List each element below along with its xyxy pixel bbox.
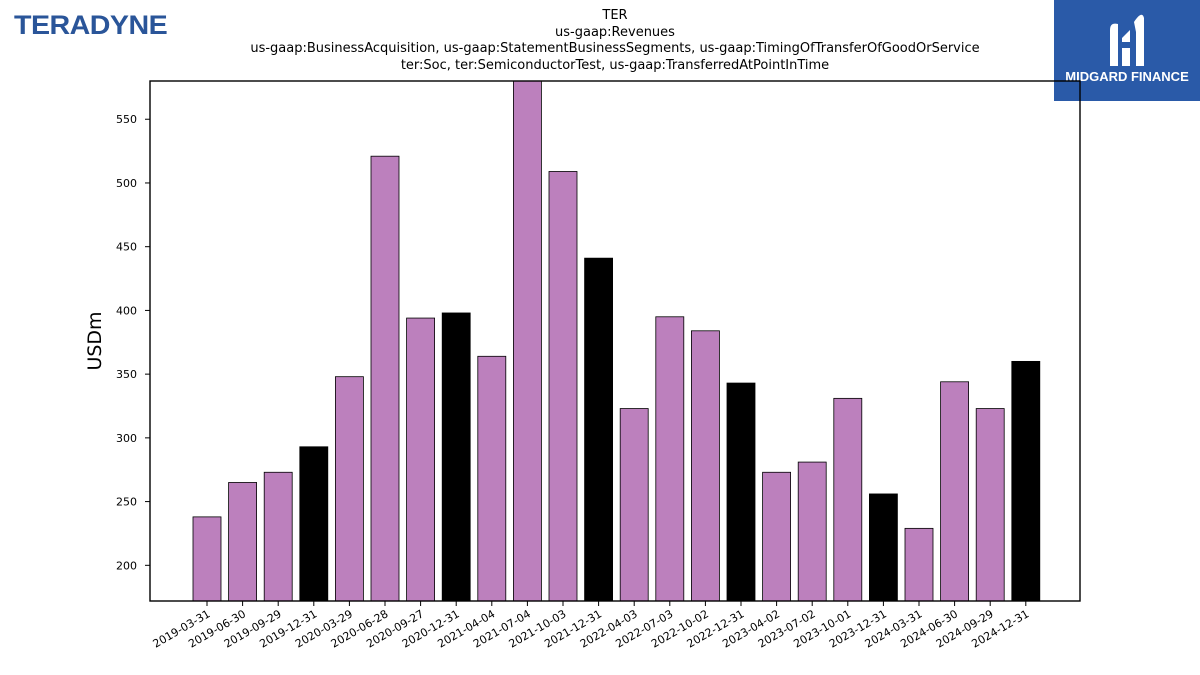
y-axis-label: USDm bbox=[84, 311, 106, 370]
y-tick-label: 250 bbox=[116, 496, 137, 509]
bar-2020-09-27 bbox=[406, 317, 436, 602]
bar-2019-12-31 bbox=[299, 446, 329, 602]
bar-2024-06-30 bbox=[940, 381, 969, 602]
y-tick-label: 200 bbox=[116, 559, 137, 572]
chart-title-line: ter:Soc, ter:SemiconductorTest, us-gaap:… bbox=[400, 57, 830, 73]
bar-2022-07-03 bbox=[655, 316, 685, 602]
y-tick-label: 550 bbox=[116, 113, 137, 126]
y-axis: 200 250 300 350 400 450 500 550 bbox=[116, 113, 150, 572]
bars-group bbox=[192, 80, 1041, 602]
bar-2023-10-01 bbox=[833, 397, 863, 602]
chart-title-line: us-gaap:BusinessAcquisition, us-gaap:Sta… bbox=[250, 41, 980, 56]
midgard-logo-text: MIDGARD FINANCE bbox=[1065, 69, 1189, 84]
bar-2021-12-31 bbox=[584, 257, 613, 602]
bar-2021-04-04 bbox=[477, 355, 507, 602]
chart-title: TER us-gaap:Revenues us-gaap:BusinessAcq… bbox=[150, 8, 1080, 74]
bar-2019-06-30 bbox=[228, 482, 258, 602]
bar-2023-04-02 bbox=[762, 471, 791, 602]
chart-title-line: TER bbox=[602, 8, 628, 23]
y-tick-label: 300 bbox=[116, 432, 137, 445]
bar-2023-07-02 bbox=[797, 461, 827, 602]
y-tick-label: 400 bbox=[116, 304, 137, 317]
bar-2020-12-31 bbox=[441, 312, 471, 602]
bar-2022-10-02 bbox=[691, 330, 720, 602]
y-tick-label: 350 bbox=[116, 368, 137, 381]
x-axis: 2019-03-312019-06-302019-09-292019-12-31… bbox=[151, 601, 1031, 651]
bar-2020-06-28 bbox=[370, 155, 400, 602]
chart-title-line: us-gaap:Revenues bbox=[555, 24, 675, 40]
bar-2019-09-29 bbox=[263, 471, 293, 602]
bar-2020-03-29 bbox=[334, 376, 364, 602]
y-tick-label: 450 bbox=[116, 241, 137, 254]
bar-2021-10-03 bbox=[548, 171, 578, 602]
y-tick-label: 500 bbox=[116, 177, 137, 190]
bar-2024-03-31 bbox=[904, 527, 934, 602]
midgard-logo-mark-icon bbox=[1110, 14, 1144, 67]
bar-2024-09-29 bbox=[975, 408, 1005, 602]
plot-frame bbox=[149, 80, 1081, 602]
bar-2022-04-03 bbox=[619, 408, 649, 602]
midgard-finance-logo: MIDGARD FINANCE bbox=[1054, 0, 1200, 101]
bar-2019-03-31 bbox=[192, 516, 222, 602]
bar-2022-12-31 bbox=[726, 382, 756, 602]
teradyne-logo: TERADYNE bbox=[14, 10, 168, 40]
bar-2023-12-31 bbox=[869, 493, 898, 602]
bar-2024-12-31 bbox=[1011, 360, 1041, 602]
bar-2021-07-04 bbox=[513, 80, 542, 602]
